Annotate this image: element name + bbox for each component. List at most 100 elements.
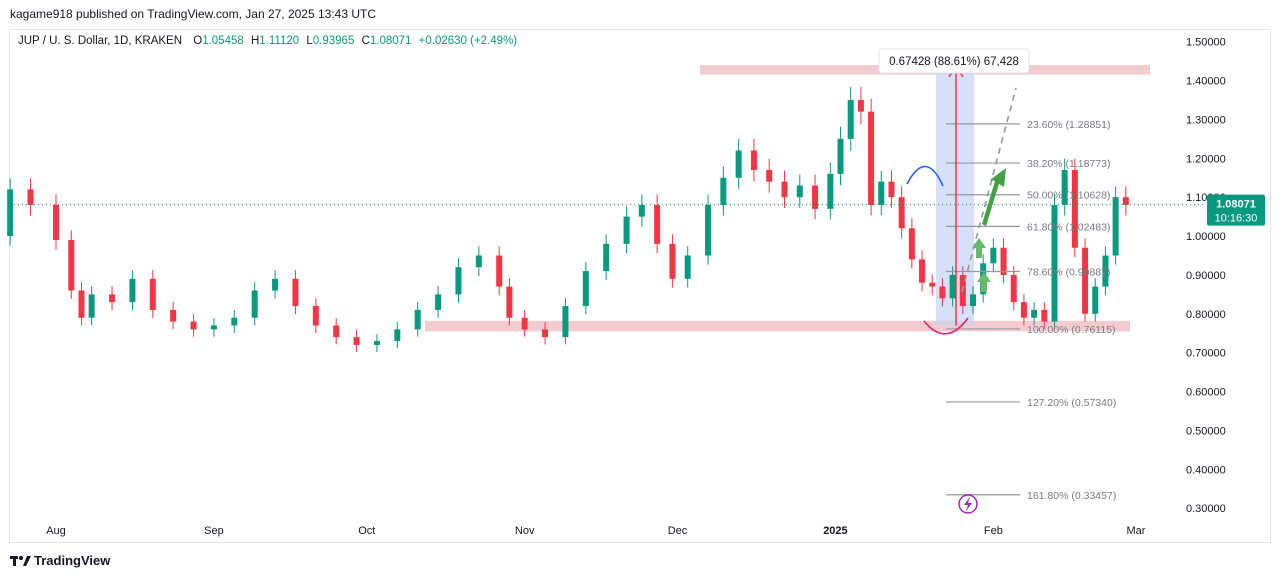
candle-body — [1112, 197, 1119, 256]
close-value: 1.08071 — [369, 35, 412, 47]
y-tick-label: 0.70000 — [1186, 348, 1226, 360]
candle-body — [796, 185, 803, 198]
measure-label: 0.67428 (88.61%) 67,428 — [889, 56, 1019, 68]
x-tick-label: Feb — [984, 525, 1003, 537]
candle-body — [766, 169, 773, 182]
y-tick-label: 0.80000 — [1186, 309, 1226, 321]
support-zone — [425, 320, 1130, 332]
x-tick-label: Nov — [515, 525, 535, 537]
candle-body — [705, 204, 712, 256]
candle-body — [27, 189, 34, 205]
fib-level-label: 38.20% (1.18773) — [1027, 158, 1110, 170]
candle-body — [949, 274, 956, 299]
candle-body — [1031, 309, 1038, 318]
candle-body — [109, 294, 116, 303]
candle-body — [78, 290, 85, 318]
candle-body — [857, 99, 864, 112]
candle-body — [1102, 255, 1109, 287]
candle-body — [781, 181, 788, 198]
tradingview-logo-icon — [10, 555, 31, 567]
y-tick-label: 1.30000 — [1186, 114, 1226, 126]
lightning-icon — [964, 497, 972, 511]
candle-body — [1000, 247, 1007, 275]
candle-body — [878, 181, 885, 205]
low-value: 0.93965 — [312, 35, 355, 47]
candle-body — [868, 111, 875, 205]
candle-body — [129, 278, 136, 303]
symbol-title[interactable]: JUP / U. S. Dollar, 1D, KRAKEN — [18, 35, 183, 47]
candle-body — [898, 197, 905, 229]
candle-body — [496, 255, 503, 287]
close-label: C — [361, 35, 370, 47]
candle-body — [837, 138, 844, 174]
candle-body — [638, 204, 645, 217]
x-tick-label: Aug — [46, 525, 66, 537]
candle-body — [750, 150, 757, 170]
fib-level-label: 127.20% (0.57340) — [1027, 397, 1116, 409]
candle-body — [353, 337, 360, 345]
green-trend-arrow — [982, 168, 1006, 226]
high-value: 1.11120 — [259, 35, 300, 47]
candle-body — [720, 177, 727, 205]
open-value: 1.05458 — [202, 35, 244, 47]
candle-body — [312, 306, 319, 326]
fib-level-label: 78.60% (0.90887) — [1027, 266, 1110, 278]
chart-frame — [9, 29, 1271, 543]
candle-body — [506, 286, 513, 318]
last-price-label: 1.08071 — [1216, 199, 1256, 211]
candle-body — [582, 271, 589, 307]
x-tick-label: 2025 — [823, 525, 847, 537]
candle-body — [53, 204, 59, 240]
candle-body — [190, 321, 197, 330]
candle-body — [414, 309, 421, 330]
candle-body — [88, 294, 95, 318]
candle-body — [939, 286, 946, 299]
y-tick-label: 1.00000 — [1186, 231, 1226, 243]
y-tick-label: 1.20000 — [1186, 153, 1226, 165]
x-tick-label: Mar — [1127, 525, 1146, 537]
fib-level-label: 23.60% (1.28851) — [1027, 119, 1110, 131]
projection-dashed-line — [961, 87, 1017, 293]
candle-body — [1041, 309, 1048, 322]
x-tick-label: Oct — [358, 525, 375, 537]
candle-body — [475, 255, 482, 268]
candle-body — [542, 329, 549, 338]
candle-body — [990, 247, 997, 264]
candle-body — [919, 259, 926, 283]
candle-body — [455, 267, 462, 295]
candle-body — [847, 99, 854, 139]
footer-brand: TradingView — [10, 553, 110, 568]
y-tick-label: 0.30000 — [1186, 503, 1226, 515]
symbol-legend: JUP / U. S. Dollar, 1D, KRAKEN O1.05458 … — [18, 35, 521, 47]
up-arrow-icon — [977, 272, 991, 292]
candle-body — [210, 325, 217, 330]
candle-body — [1071, 169, 1078, 248]
fib-level-label: 61.80% (1.02483) — [1027, 221, 1110, 233]
bottom-arc-drawing — [923, 317, 969, 335]
candle-body — [827, 173, 834, 209]
candle-body — [149, 278, 156, 310]
y-tick-label: 0.40000 — [1186, 464, 1226, 476]
candle-body — [1082, 247, 1089, 314]
candle-body — [735, 150, 742, 178]
candle-body — [435, 294, 442, 310]
candle-body — [562, 306, 569, 338]
candle-body — [394, 329, 401, 342]
candle-body — [1122, 197, 1129, 205]
candle-body — [684, 255, 691, 279]
candle-body — [1010, 274, 1017, 303]
candle-body — [521, 317, 528, 330]
candle-body — [251, 290, 258, 318]
top-arc-drawing — [906, 165, 944, 187]
last-price-badge — [1207, 194, 1265, 226]
candle-body — [68, 239, 75, 291]
y-tick-label: 0.50000 — [1186, 425, 1226, 437]
fib-level-label: 50.00% (1.10628) — [1027, 190, 1110, 202]
candle-body — [1092, 286, 1099, 314]
candle-body — [812, 185, 819, 209]
open-label: O — [193, 35, 203, 47]
candle-body — [292, 278, 299, 307]
publisher-line: kagame918 published on TradingView.com, … — [10, 7, 377, 21]
y-tick-label: 0.60000 — [1186, 387, 1226, 399]
